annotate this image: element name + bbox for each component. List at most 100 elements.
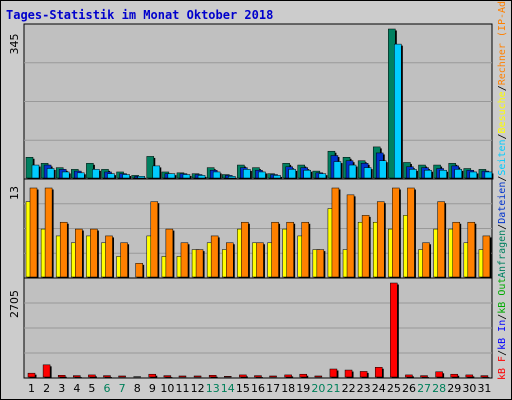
- bar-rechner-day-16: [256, 242, 264, 278]
- bar-kb-day-5-shadow: [89, 376, 97, 379]
- x-tick-label-day-21: 21: [326, 382, 340, 395]
- bar-seiten-day-23: [363, 167, 372, 179]
- bar-rechner-day-11: [180, 242, 189, 278]
- x-tick-label-day-16: 16: [251, 382, 265, 395]
- legend-top-item-2: Dateien: [497, 182, 508, 224]
- bar-rechner-day-14: [226, 242, 234, 278]
- bar-rechner-day-30: [467, 221, 476, 278]
- bar-rechner-day-26: [407, 187, 415, 278]
- x-tick-label-day-1: 1: [28, 382, 35, 395]
- bar-rechner-day-1: [29, 187, 38, 278]
- bar-seiten-day-9: [152, 165, 161, 179]
- x-tick-label-day-19: 19: [296, 382, 310, 395]
- bar-kb-day-26: [405, 374, 413, 378]
- bar-seiten-day-28: [439, 169, 447, 179]
- panel-3-ymax-label: 2705: [8, 290, 21, 318]
- legend-bottom-item-3: /: [497, 314, 508, 320]
- bar-kb-day-7-shadow: [120, 377, 128, 379]
- bar-rechner-day-23: [361, 215, 370, 278]
- legend-bottom-item-1: /: [497, 350, 508, 356]
- bar-kb-day-13: [208, 375, 217, 378]
- bar-seiten-day-31: [484, 171, 493, 179]
- bar-kb-day-15: [239, 374, 247, 378]
- bar-kb-day-25: [390, 282, 398, 378]
- bar-seiten-day-22: [348, 164, 357, 179]
- bar-seiten-day-4: [77, 172, 85, 179]
- chart-title: Tages-Statistik im Monat Oktober 2018: [6, 8, 274, 22]
- panel-1-ymax-label: 345: [8, 34, 21, 55]
- bar-kb-day-15-shadow: [240, 376, 248, 379]
- bar-seiten-day-12: [197, 175, 206, 179]
- bar-kb-day-6: [103, 375, 111, 378]
- bar-kb-day-14-shadow: [225, 377, 233, 379]
- bar-kb-day-27-shadow: [422, 377, 430, 379]
- x-tick-label-day-20: 20: [311, 382, 325, 395]
- x-tick-label-day-9: 9: [149, 382, 156, 395]
- x-tick-label-day-10: 10: [160, 382, 174, 395]
- bar-rechner-day-9: [150, 201, 159, 278]
- bar-rechner-day-13: [210, 235, 219, 278]
- bar-rechner-day-7: [120, 242, 128, 278]
- legend-top-item-0: Anfragen: [497, 230, 508, 278]
- bar-kb-day-20-shadow: [316, 377, 324, 379]
- x-tick-label-day-11: 11: [176, 382, 190, 395]
- bar-rechner-day-4: [75, 228, 83, 278]
- x-tick-label-day-6: 6: [104, 382, 111, 395]
- bar-seiten-day-2: [46, 168, 55, 179]
- bar-rechner-day-18: [286, 221, 294, 278]
- x-tick-label-day-27: 27: [417, 382, 431, 395]
- bar-seiten-day-24: [378, 160, 387, 179]
- x-tick-label-day-28: 28: [432, 382, 446, 395]
- x-tick-label-day-5: 5: [88, 382, 95, 395]
- legend-top-item-1: /: [497, 224, 508, 230]
- bar-kb-day-17-shadow: [271, 377, 279, 379]
- bar-kb-day-23: [359, 371, 368, 378]
- bar-kb-day-10-shadow: [165, 377, 173, 379]
- bar-seiten-day-26: [409, 169, 417, 179]
- bar-rechner-day-28: [437, 201, 445, 278]
- bar-seiten-day-1: [31, 164, 40, 179]
- bar-kb-day-31-shadow: [482, 377, 490, 379]
- bar-kb-day-6-shadow: [104, 377, 112, 379]
- bar-kb-day-21: [329, 368, 338, 378]
- bar-rechner-day-8: [135, 263, 143, 278]
- bar-kb-day-5: [88, 374, 96, 378]
- bar-kb-day-7: [118, 375, 126, 378]
- bar-rechner-day-2: [44, 187, 53, 278]
- bar-seiten-day-30: [469, 171, 478, 179]
- bar-seiten-day-25: [394, 43, 402, 179]
- bar-rechner-day-24: [376, 201, 385, 278]
- bar-rechner-day-6: [105, 235, 113, 278]
- legend-bottom-item-2: kB In: [497, 320, 508, 350]
- x-tick-label-day-2: 2: [43, 382, 50, 395]
- bar-rechner-day-19: [301, 221, 309, 278]
- x-tick-label-day-13: 13: [206, 382, 220, 395]
- bar-seiten-day-29: [454, 169, 462, 179]
- x-tick-label-day-15: 15: [236, 382, 250, 395]
- bar-kb-day-10: [163, 375, 172, 378]
- panel-2-ymax-label: 13: [8, 186, 21, 200]
- bar-rechner-day-27: [422, 242, 430, 278]
- bar-rechner-day-10: [165, 228, 174, 278]
- legend-bottom: kB F/kB In/kB Out: [497, 278, 508, 380]
- bar-kb-day-11-shadow: [180, 377, 188, 379]
- legend-top-item-3: /: [497, 176, 508, 182]
- bar-seiten-day-21: [333, 161, 342, 179]
- x-tick-label-day-17: 17: [266, 382, 280, 395]
- x-tick-label-day-7: 7: [119, 382, 126, 395]
- bar-kb-day-12-shadow: [195, 377, 203, 379]
- bar-kb-day-14: [224, 376, 232, 378]
- bar-rechner-day-25: [392, 187, 400, 278]
- bar-kb-day-30: [465, 374, 474, 378]
- x-tick-label-day-29: 29: [447, 382, 461, 395]
- x-tick-label-day-26: 26: [402, 382, 416, 395]
- bar-kb-day-17: [269, 375, 277, 378]
- bar-kb-day-20: [314, 375, 323, 378]
- bar-kb-day-19: [299, 373, 307, 378]
- bar-seiten-day-18: [288, 169, 296, 179]
- legend-top: Anfragen/Dateien/Seiten/Besuche/Rechner …: [497, 0, 508, 278]
- bar-kb-day-16: [254, 375, 262, 378]
- bar-seiten-day-15: [243, 169, 251, 179]
